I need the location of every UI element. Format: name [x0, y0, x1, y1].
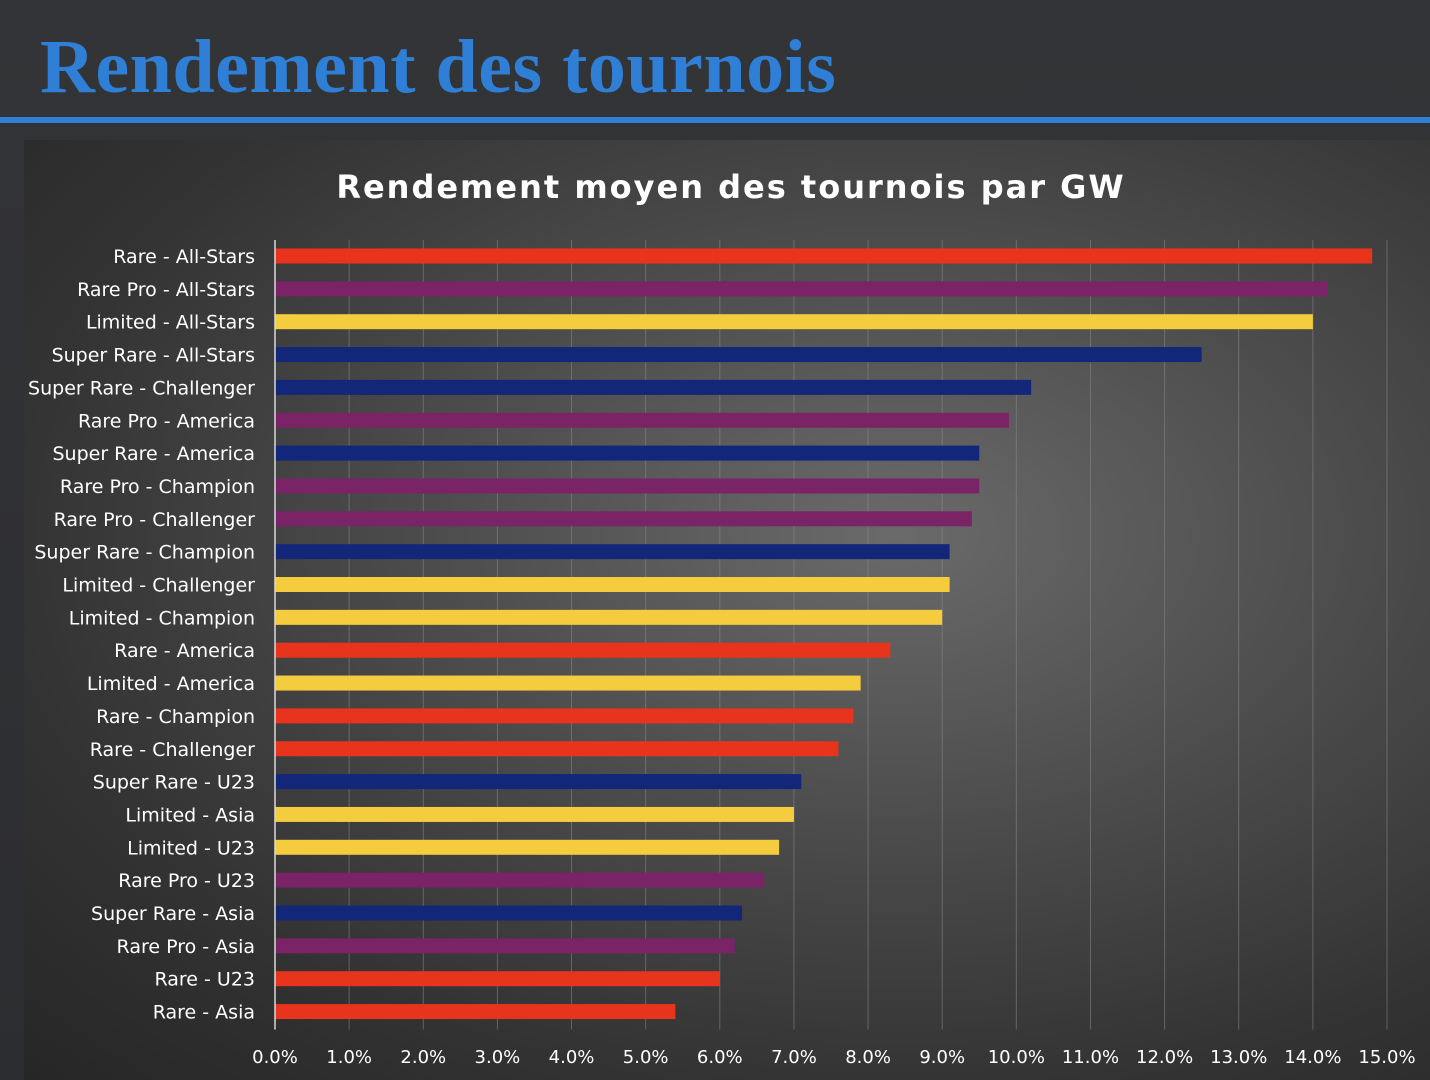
slide-title: Rendement des tournois [40, 25, 837, 109]
x-tick-label: 10.0% [988, 1047, 1045, 1068]
gridlines [348, 240, 1388, 1030]
category-label: Limited - U23 [127, 837, 255, 859]
bar [275, 872, 765, 888]
bar [275, 839, 780, 855]
x-tick-label: 9.0% [919, 1047, 965, 1068]
chart-panel: Rendement moyen des tournois par GW Rare… [24, 140, 1430, 1080]
bar [275, 774, 802, 790]
bar [275, 971, 720, 987]
x-tick-label: 8.0% [845, 1047, 891, 1068]
bar [275, 675, 861, 691]
x-tick-label: 12.0% [1136, 1047, 1193, 1068]
category-label: Super Rare - Asia [91, 903, 255, 925]
bar [275, 905, 743, 921]
category-label: Super Rare - America [52, 443, 255, 465]
category-label: Rare - Challenger [90, 739, 255, 761]
x-tick-label: 5.0% [623, 1047, 669, 1068]
bar [275, 642, 891, 658]
bar [275, 577, 950, 592]
category-label: Rare Pro - Asia [117, 936, 255, 958]
category-label: Rare Pro - U23 [118, 870, 255, 892]
category-label: Limited - Champion [69, 607, 255, 629]
bar [275, 741, 839, 757]
bar [275, 314, 1313, 330]
category-label: Rare - Asia [153, 1002, 255, 1024]
title-underline [0, 117, 1430, 123]
bar [275, 347, 1202, 363]
x-tick-label: 3.0% [475, 1047, 521, 1068]
category-label: Limited - Asia [125, 804, 255, 826]
category-label: Rare Pro - Champion [60, 476, 255, 498]
x-tick-label: 6.0% [697, 1047, 743, 1068]
category-label: Super Rare - U23 [93, 772, 255, 794]
category-label: Rare - All-Stars [113, 246, 255, 268]
x-tick-label: 4.0% [549, 1047, 595, 1068]
bar [275, 609, 943, 625]
category-label: Rare Pro - All-Stars [77, 279, 255, 301]
category-label: Super Rare - All-Stars [52, 345, 255, 367]
bar [275, 379, 1032, 395]
bar [275, 281, 1328, 297]
x-tick-label: 7.0% [771, 1047, 817, 1068]
category-labels: Rare - All-Stars Rare Pro - All-Stars Limi… [28, 246, 255, 1024]
x-tick-label: 1.0% [326, 1047, 372, 1068]
category-label: Rare - America [114, 640, 255, 662]
category-label: Limited - America [87, 673, 255, 695]
x-tick-label: 2.0% [400, 1047, 446, 1068]
category-label: Rare Pro - America [78, 410, 255, 432]
bar [275, 445, 980, 461]
bar [275, 511, 972, 527]
bar [275, 708, 854, 724]
category-label: Rare Pro - Challenger [54, 509, 256, 531]
x-axis-ticks: 0.0% 1.0% 2.0% 3.0% 4.0% 5.0% 6.0% 7.0% 8.0% 9.0%… [252, 1047, 1415, 1068]
bar [275, 544, 950, 560]
bar [275, 938, 735, 954]
bar [275, 412, 1009, 428]
chart-title: Rendement moyen des tournois par GW [336, 168, 1125, 206]
x-tick-label: 15.0% [1358, 1047, 1415, 1068]
category-label: Rare - U23 [154, 969, 255, 991]
x-tick-label: 14.0% [1284, 1047, 1341, 1068]
x-tick-label: 13.0% [1210, 1047, 1267, 1068]
bar-chart: Rendement moyen des tournois par GW Rare… [28, 168, 1416, 1068]
bar [275, 806, 794, 822]
bar [275, 1004, 676, 1020]
category-label: Limited - All-Stars [86, 312, 255, 334]
bars [275, 248, 1373, 1020]
category-label: Rare - Champion [96, 706, 255, 728]
category-label: Super Rare - Challenger [28, 377, 255, 399]
category-label: Super Rare - Champion [34, 542, 255, 564]
category-label: Limited - Challenger [62, 575, 255, 597]
x-tick-label: 0.0% [252, 1047, 298, 1068]
bar [275, 478, 980, 494]
bar [275, 248, 1373, 264]
x-tick-label: 11.0% [1062, 1047, 1119, 1068]
